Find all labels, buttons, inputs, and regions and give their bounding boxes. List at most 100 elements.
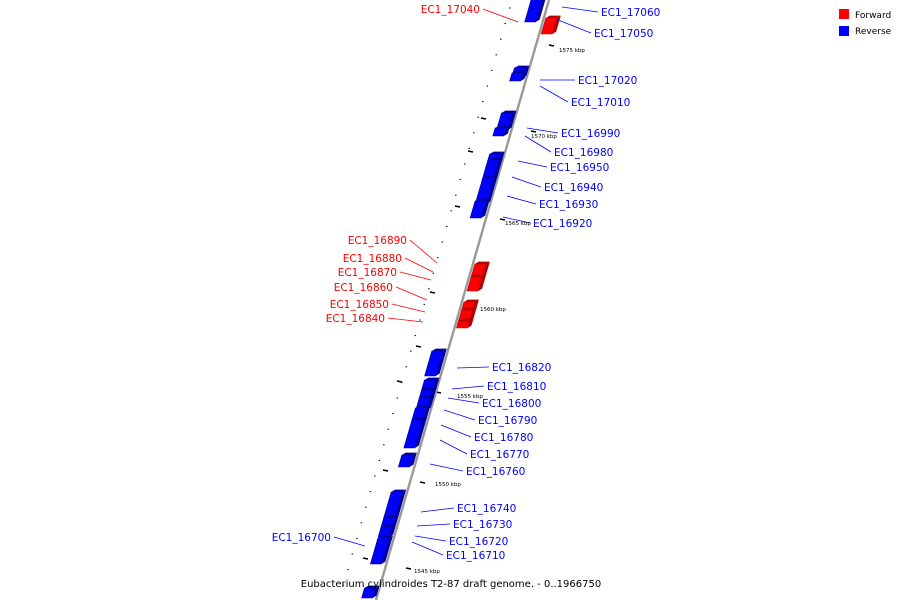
scale-ticks xyxy=(342,7,555,586)
legend: Forward Reverse xyxy=(839,9,892,37)
gene-label: EC1_16890 xyxy=(348,235,407,247)
gene-feature-side xyxy=(486,175,498,204)
scale-major-tick xyxy=(467,150,474,153)
gene-leader-line xyxy=(333,536,366,547)
gene-leader-line xyxy=(506,195,537,205)
gene-label: EC1_17020 xyxy=(578,75,637,87)
gene-feature-side xyxy=(493,157,503,180)
gene-label: EC1_16780 xyxy=(474,432,533,444)
gene-label: EC1_16820 xyxy=(492,362,551,374)
gene-feature-side xyxy=(381,535,393,564)
gene-feature-top xyxy=(381,524,397,527)
legend-swatch-reverse xyxy=(839,26,849,36)
gene-feature-side xyxy=(520,70,527,81)
gene-label: EC1_16920 xyxy=(533,218,592,230)
gene-label: EC1_16770 xyxy=(470,449,529,461)
gene-feature xyxy=(509,72,524,82)
gene-feature-top xyxy=(495,125,511,128)
gene-label: EC1_16740 xyxy=(457,503,516,515)
kbp-scale-labels: 1575 kbp 1570 kbp 1565 kbp 1560 kbp 1555 kbp… xyxy=(414,48,585,575)
gene-leader-line xyxy=(539,85,569,103)
gene-leader-line xyxy=(443,409,476,421)
scale-major-tick xyxy=(480,117,487,120)
gene-label: EC1_16700 xyxy=(272,532,331,544)
gene-feature-side xyxy=(481,198,491,218)
gene-feature-top xyxy=(458,318,474,321)
gene-leader-line xyxy=(561,6,599,13)
scale-major-tick xyxy=(382,469,389,472)
gene-leader-line xyxy=(420,507,455,513)
gene-label: EC1_17010 xyxy=(571,97,630,109)
gene-feature-top xyxy=(364,585,380,588)
scale-major-tick xyxy=(396,380,403,383)
gene-feature-top xyxy=(411,417,427,420)
kbp-label: 1575 kbp xyxy=(559,48,585,54)
gene-label: EC1_16730 xyxy=(453,519,512,531)
gene-label: EC1_16980 xyxy=(554,147,613,159)
gene-leader-line xyxy=(411,541,444,556)
gene-feature-top xyxy=(489,151,505,154)
gene-leader-line xyxy=(517,160,548,168)
gene-labels: EC1_17060 EC1_17050 EC1_17040 EC1_17020 EC1_… xyxy=(272,4,661,562)
scale-major-tick xyxy=(429,291,436,294)
gene-feature-top xyxy=(475,198,491,201)
gene-feature-top xyxy=(545,15,561,18)
gene-feature-side xyxy=(392,514,399,527)
gene-feature-side xyxy=(389,524,397,537)
gene-feature xyxy=(456,320,470,329)
gene-label: EC1_16810 xyxy=(487,381,546,393)
gene-feature-top xyxy=(383,514,399,517)
gene-feature-top xyxy=(431,348,447,351)
gene-feature-top xyxy=(501,110,517,113)
gene-leader-line xyxy=(414,535,447,542)
gene-feature-top xyxy=(391,489,407,492)
gene-label: EC1_16760 xyxy=(466,466,525,478)
gene-label: EC1_17050 xyxy=(594,28,653,40)
gene-leader-line xyxy=(439,439,468,455)
gene-label: EC1_16720 xyxy=(449,536,508,548)
gene-label: EC1_16840 xyxy=(326,313,385,325)
scale-major-tick xyxy=(415,345,422,348)
legend-label-forward: Forward xyxy=(855,11,891,21)
gene-label: EC1_16800 xyxy=(482,398,541,410)
gene-label: EC1_16950 xyxy=(550,162,609,174)
gene-feature-top xyxy=(377,535,393,538)
gene-leader-line xyxy=(511,176,542,188)
gene-leader-line xyxy=(557,19,592,34)
genome-backbone xyxy=(374,0,551,600)
gene-feature-top xyxy=(487,157,503,160)
gene-leader-line xyxy=(395,286,428,301)
kbp-label: 1560 kbp xyxy=(480,307,506,313)
gene-feature-side xyxy=(481,261,490,278)
kbp-label: 1550 kbp xyxy=(435,482,461,488)
genome-caption: Eubacterium cylindroides T2-87 draft gen… xyxy=(301,579,601,590)
gene-feature-top xyxy=(421,387,437,390)
scale-major-tick xyxy=(419,481,426,484)
gene-label: EC1_16930 xyxy=(539,199,598,211)
gene-leader-line xyxy=(409,239,438,264)
gene-feature-top xyxy=(471,274,487,277)
gene-feature-side xyxy=(372,585,380,598)
gene-label: EC1_16710 xyxy=(446,550,505,562)
gene-leader-line xyxy=(416,523,451,527)
gene-label: EC1_16860 xyxy=(334,282,393,294)
gene-feature-top xyxy=(474,261,490,264)
gene-leader-line xyxy=(526,127,559,134)
gene-leader-line xyxy=(524,135,552,153)
gene-leader-line xyxy=(440,424,472,438)
gene-leader-line xyxy=(456,366,490,369)
scale-major-tick xyxy=(548,44,555,47)
gene-feature-top xyxy=(415,405,431,408)
gene-label: EC1_17060 xyxy=(601,7,660,19)
kbp-label: 1545 kbp xyxy=(414,569,440,575)
gene-feature-side xyxy=(503,125,511,136)
kbp-label: 1565 kbp xyxy=(505,221,531,227)
gene-feature-side xyxy=(414,417,427,448)
gene-label: EC1_16880 xyxy=(343,253,402,265)
gene-leader-line xyxy=(391,303,426,313)
gene-feature-top xyxy=(401,452,417,455)
scale-major-tick xyxy=(499,218,506,221)
gene-feature-top xyxy=(511,70,527,73)
gene-leader-line xyxy=(451,385,485,390)
